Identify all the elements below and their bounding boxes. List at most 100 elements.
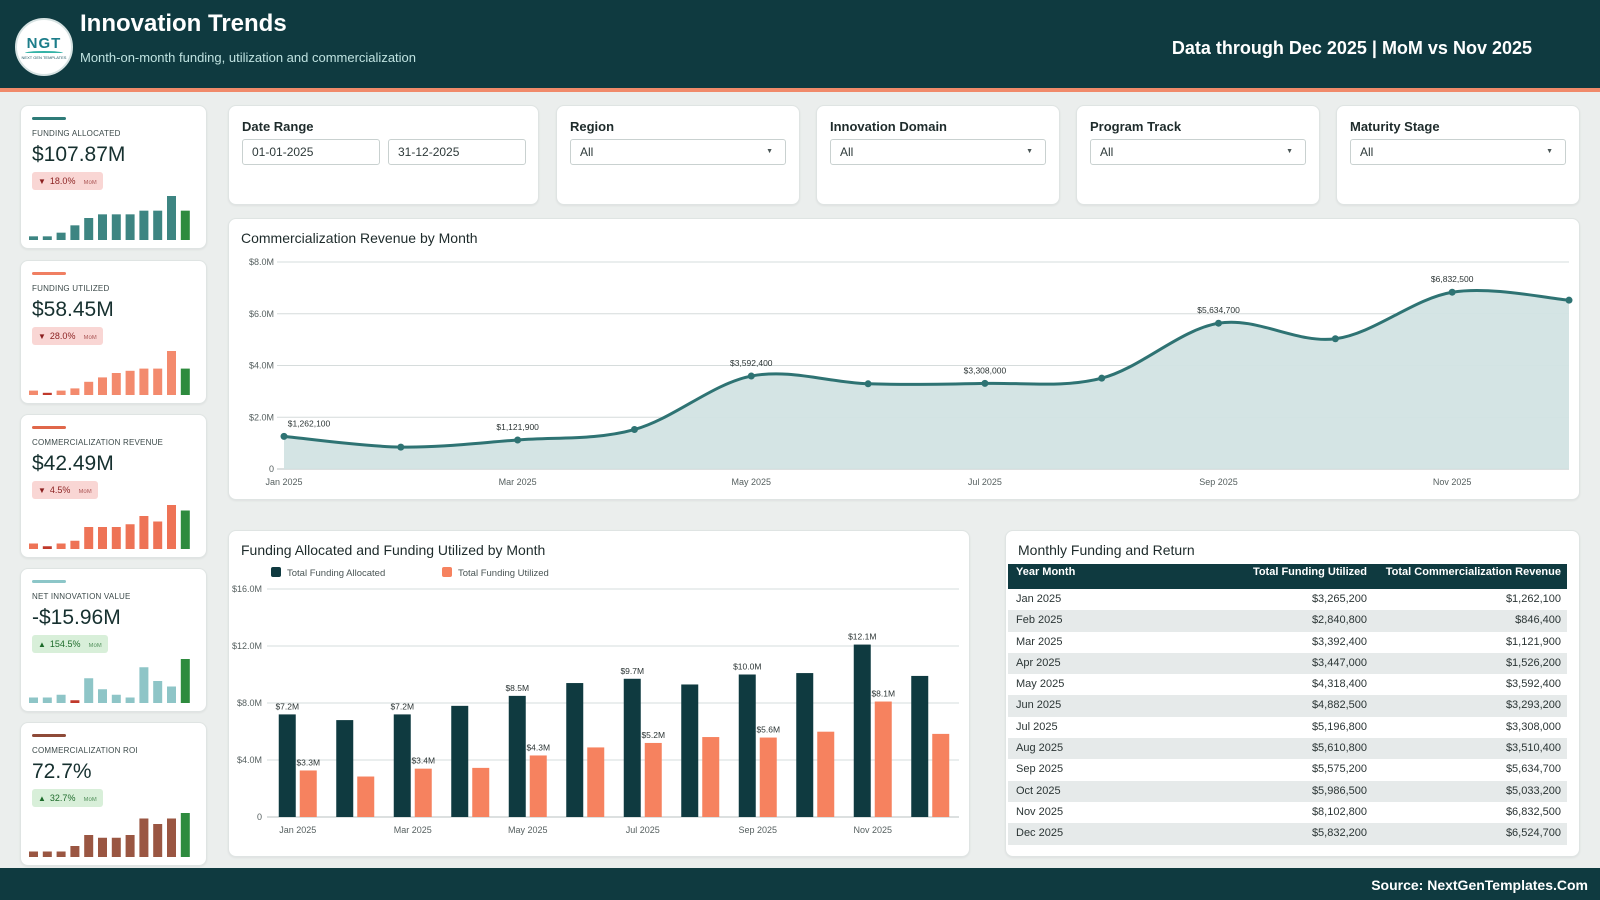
logo-text: NGT — [26, 35, 62, 52]
data-point[interactable] — [864, 380, 872, 388]
date-start-input[interactable]: 01-01-2025 — [242, 139, 380, 165]
bar-funding-utilized[interactable] — [299, 770, 317, 817]
bar-funding-utilized[interactable] — [357, 776, 375, 817]
data-point[interactable] — [514, 436, 522, 444]
date-end-input[interactable]: 31-12-2025 — [388, 139, 526, 165]
bar-funding-allocated[interactable] — [451, 705, 469, 817]
spark-bar — [84, 218, 94, 240]
kpi-delta-badge: ▲ 154.5% MoM — [32, 635, 108, 653]
bar-funding-utilized[interactable] — [817, 731, 835, 817]
kpi-delta-badge: ▲ 32.7% MoM — [32, 789, 103, 807]
bar-funding-utilized[interactable] — [644, 742, 662, 817]
data-point[interactable] — [1098, 374, 1106, 382]
bar-funding-utilized[interactable] — [472, 767, 490, 817]
bar-funding-allocated[interactable] — [681, 684, 699, 817]
kpi-delta-period: MoM — [78, 489, 92, 495]
revenue-area — [284, 290, 1569, 469]
x-tick-label: Jul 2025 — [968, 477, 1002, 487]
kpi-sparkline — [29, 505, 190, 549]
bar-funding-allocated[interactable] — [278, 714, 296, 817]
table-row[interactable]: May 2025 $4,318,400 $3,592,400 — [1008, 674, 1567, 695]
table-row[interactable]: Jan 2025 $3,265,200 $1,262,100 — [1008, 589, 1567, 610]
data-point[interactable] — [1215, 319, 1223, 327]
bar-funding-utilized[interactable] — [702, 737, 720, 817]
table-row[interactable]: Dec 2025 $5,832,200 $6,524,700 — [1008, 823, 1567, 845]
data-range-note: Data through Dec 2025 | MoM vs Nov 2025 — [1171, 38, 1532, 58]
spark-bar — [98, 837, 107, 857]
table-row[interactable]: Jul 2025 $5,196,800 $3,308,000 — [1008, 717, 1567, 738]
funding-bar-chart-card: Funding Allocated and Funding Utilized b… — [228, 530, 970, 857]
legend-label[interactable]: Total Funding Utilized — [458, 568, 549, 579]
kpi-card-net-innovation-value[interactable]: Net Innovation Value -$15.96M ▲ 154.5% MoM — [20, 568, 207, 712]
kpi-card-funding-allocated[interactable]: Funding Allocated $107.87M ▼ 18.0% MoM — [20, 105, 207, 249]
bar-funding-utilized[interactable] — [529, 755, 547, 817]
kpi-card-funding-utilized[interactable]: Funding Utilized $58.45M ▼ 28.0% MoM — [20, 260, 207, 404]
data-point[interactable] — [630, 426, 638, 434]
bar-funding-allocated[interactable] — [738, 674, 756, 818]
region-select[interactable]: All ▼ — [570, 139, 786, 165]
bar-funding-utilized[interactable] — [587, 747, 605, 817]
x-tick-label: Nov 2025 — [853, 825, 892, 835]
kpi-delta-period: MoM — [83, 180, 97, 186]
data-label: $10.0M — [733, 662, 761, 672]
bar-funding-utilized[interactable] — [759, 737, 777, 817]
y-tick-label: $8.0M — [237, 698, 262, 708]
bar-funding-utilized[interactable] — [874, 701, 892, 817]
bar-funding-allocated[interactable] — [566, 683, 584, 817]
spark-bar — [153, 368, 163, 395]
spark-bar — [125, 214, 135, 240]
kpi-card-commercialization-revenue[interactable]: Commercialization Revenue $42.49M ▼ 4.5% M… — [20, 414, 207, 558]
bar-funding-allocated[interactable] — [336, 720, 354, 817]
header-bar: NGT NEXT GEN TEMPLATES Innovation Trends… — [0, 0, 1600, 92]
spark-bar — [42, 851, 52, 857]
column-header-funding-utilized[interactable]: Total Funding Utilized — [1252, 566, 1367, 578]
kpi-accent — [32, 117, 66, 120]
data-point[interactable] — [1331, 335, 1339, 343]
table-row[interactable]: Sep 2025 $5,575,200 $5,634,700 — [1008, 759, 1567, 780]
column-header-commercialization-revenue[interactable]: Total Commercialization Revenue — [1385, 566, 1561, 578]
kpi-value: $107.87M — [32, 143, 126, 166]
innovation-domain-select[interactable]: All ▼ — [830, 139, 1046, 165]
table-row[interactable]: Mar 2025 $3,392,400 $1,121,900 — [1008, 632, 1567, 653]
bar-funding-allocated[interactable] — [508, 695, 526, 817]
bar-funding-utilized[interactable] — [414, 768, 432, 817]
table-row[interactable]: Oct 2025 $5,986,500 $5,033,200 — [1008, 780, 1567, 802]
spark-bar — [98, 377, 107, 395]
chevron-down-icon: ▼ — [1026, 148, 1033, 155]
data-point[interactable] — [397, 443, 405, 451]
kpi-delta-period: MoM — [83, 335, 97, 341]
table-row[interactable]: Apr 2025 $3,447,000 $1,526,200 — [1008, 652, 1567, 675]
data-point[interactable] — [981, 379, 989, 387]
cell-funding-utilized: $4,882,500 — [1311, 699, 1367, 712]
spark-bar — [70, 225, 80, 240]
bar-funding-allocated[interactable] — [911, 675, 929, 817]
data-label: $7.2M — [390, 701, 414, 711]
data-point[interactable] — [747, 372, 755, 380]
table-row[interactable]: Feb 2025 $2,840,800 $846,400 — [1008, 610, 1567, 632]
bar-funding-allocated[interactable] — [796, 673, 814, 817]
data-point[interactable] — [1448, 288, 1456, 296]
cell-commercialization-revenue: $3,293,200 — [1505, 699, 1561, 712]
program-track-select[interactable]: All ▼ — [1090, 139, 1306, 165]
table-row[interactable]: Aug 2025 $5,610,800 $3,510,400 — [1008, 738, 1567, 760]
bar-funding-utilized[interactable] — [932, 733, 950, 817]
data-point[interactable] — [280, 432, 288, 440]
filter-program-track: Program Track All ▼ — [1076, 105, 1320, 205]
cell-commercialization-revenue: $3,308,000 — [1505, 720, 1561, 733]
bar-funding-allocated[interactable] — [623, 678, 641, 817]
data-point[interactable] — [1565, 296, 1573, 304]
bar-funding-allocated[interactable] — [853, 644, 871, 817]
kpi-value: -$15.96M — [32, 606, 121, 629]
cell-year-month: Jun 2025 — [1016, 699, 1062, 712]
table-row[interactable]: Jun 2025 $4,882,500 $3,293,200 — [1008, 695, 1567, 717]
kpi-card-commercialization-roi[interactable]: Commercialization ROI 72.7% ▲ 32.7% MoM — [20, 722, 207, 866]
kpi-delta-value: 4.5% — [49, 485, 71, 495]
maturity-stage-select[interactable]: All ▼ — [1350, 139, 1566, 165]
column-header-year-month[interactable]: Year Month — [1016, 566, 1076, 578]
legend-label[interactable]: Total Funding Allocated — [287, 568, 385, 579]
kpi-label: Net Innovation Value — [32, 592, 131, 601]
spark-bar — [98, 214, 107, 240]
table-row[interactable]: Nov 2025 $8,102,800 $6,832,500 — [1008, 802, 1567, 823]
bar-funding-allocated[interactable] — [393, 714, 411, 817]
kpi-label: Commercialization Revenue — [32, 438, 164, 447]
